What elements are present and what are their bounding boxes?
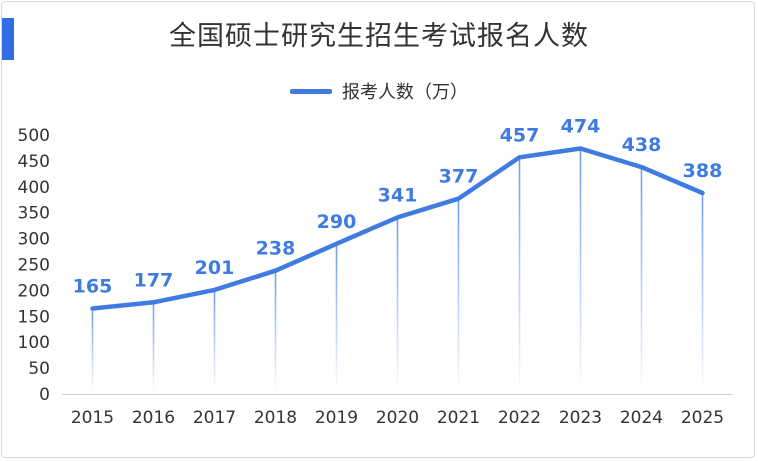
data-label: 377 — [439, 166, 479, 188]
x-tick-label: 2016 — [132, 408, 175, 428]
drop-line — [518, 157, 521, 388]
y-tick-label: 500 — [18, 126, 50, 146]
data-label: 457 — [500, 124, 540, 146]
legend-label: 报考人数（万） — [342, 82, 468, 103]
chart-title: 全国硕士研究生招生考试报名人数 — [169, 21, 589, 52]
data-label: 341 — [378, 184, 418, 206]
data-label: 474 — [561, 115, 601, 137]
data-label: 438 — [622, 134, 662, 156]
drop-line — [91, 308, 94, 388]
drop-line — [213, 289, 216, 388]
y-tick-label: 0 — [39, 385, 50, 405]
y-tick-label: 100 — [18, 333, 50, 353]
y-tick-label: 300 — [18, 230, 50, 250]
y-tick-label: 200 — [18, 281, 50, 301]
data-label: 238 — [256, 238, 296, 260]
y-tick-label: 350 — [18, 204, 50, 224]
x-tick-label: 2019 — [315, 408, 358, 428]
x-tick-label: 2025 — [681, 408, 724, 428]
x-tick-label: 2015 — [71, 408, 114, 428]
drop-line — [640, 167, 643, 388]
data-label: 165 — [73, 276, 113, 298]
x-tick-label: 2017 — [193, 408, 236, 428]
drop-line — [152, 302, 155, 388]
y-tick-label: 150 — [18, 307, 50, 327]
drop-line — [579, 148, 582, 388]
x-tick-label: 2023 — [559, 408, 602, 428]
x-tick-label: 2022 — [498, 408, 541, 428]
data-label: 388 — [683, 160, 723, 182]
x-tick-label: 2024 — [620, 408, 663, 428]
drop-line — [396, 217, 399, 388]
drop-line — [335, 243, 338, 388]
y-tick-label: 450 — [18, 152, 50, 172]
drop-line — [457, 198, 460, 388]
x-tick-label: 2018 — [254, 408, 297, 428]
data-label: 290 — [317, 211, 357, 233]
data-label: 177 — [134, 269, 174, 291]
legend-line-swatch — [290, 88, 332, 94]
y-tick-label: 400 — [18, 178, 50, 198]
x-tick-label: 2020 — [376, 408, 419, 428]
y-tick-label: 50 — [28, 359, 50, 379]
data-label: 201 — [195, 257, 235, 279]
title-accent-bar — [2, 18, 14, 60]
drop-line — [274, 270, 277, 388]
drop-line — [701, 193, 704, 388]
series-line — [90, 146, 705, 311]
x-tick-label: 2021 — [437, 408, 480, 428]
y-tick-label: 250 — [18, 256, 50, 276]
legend: 报考人数（万） — [0, 78, 758, 104]
